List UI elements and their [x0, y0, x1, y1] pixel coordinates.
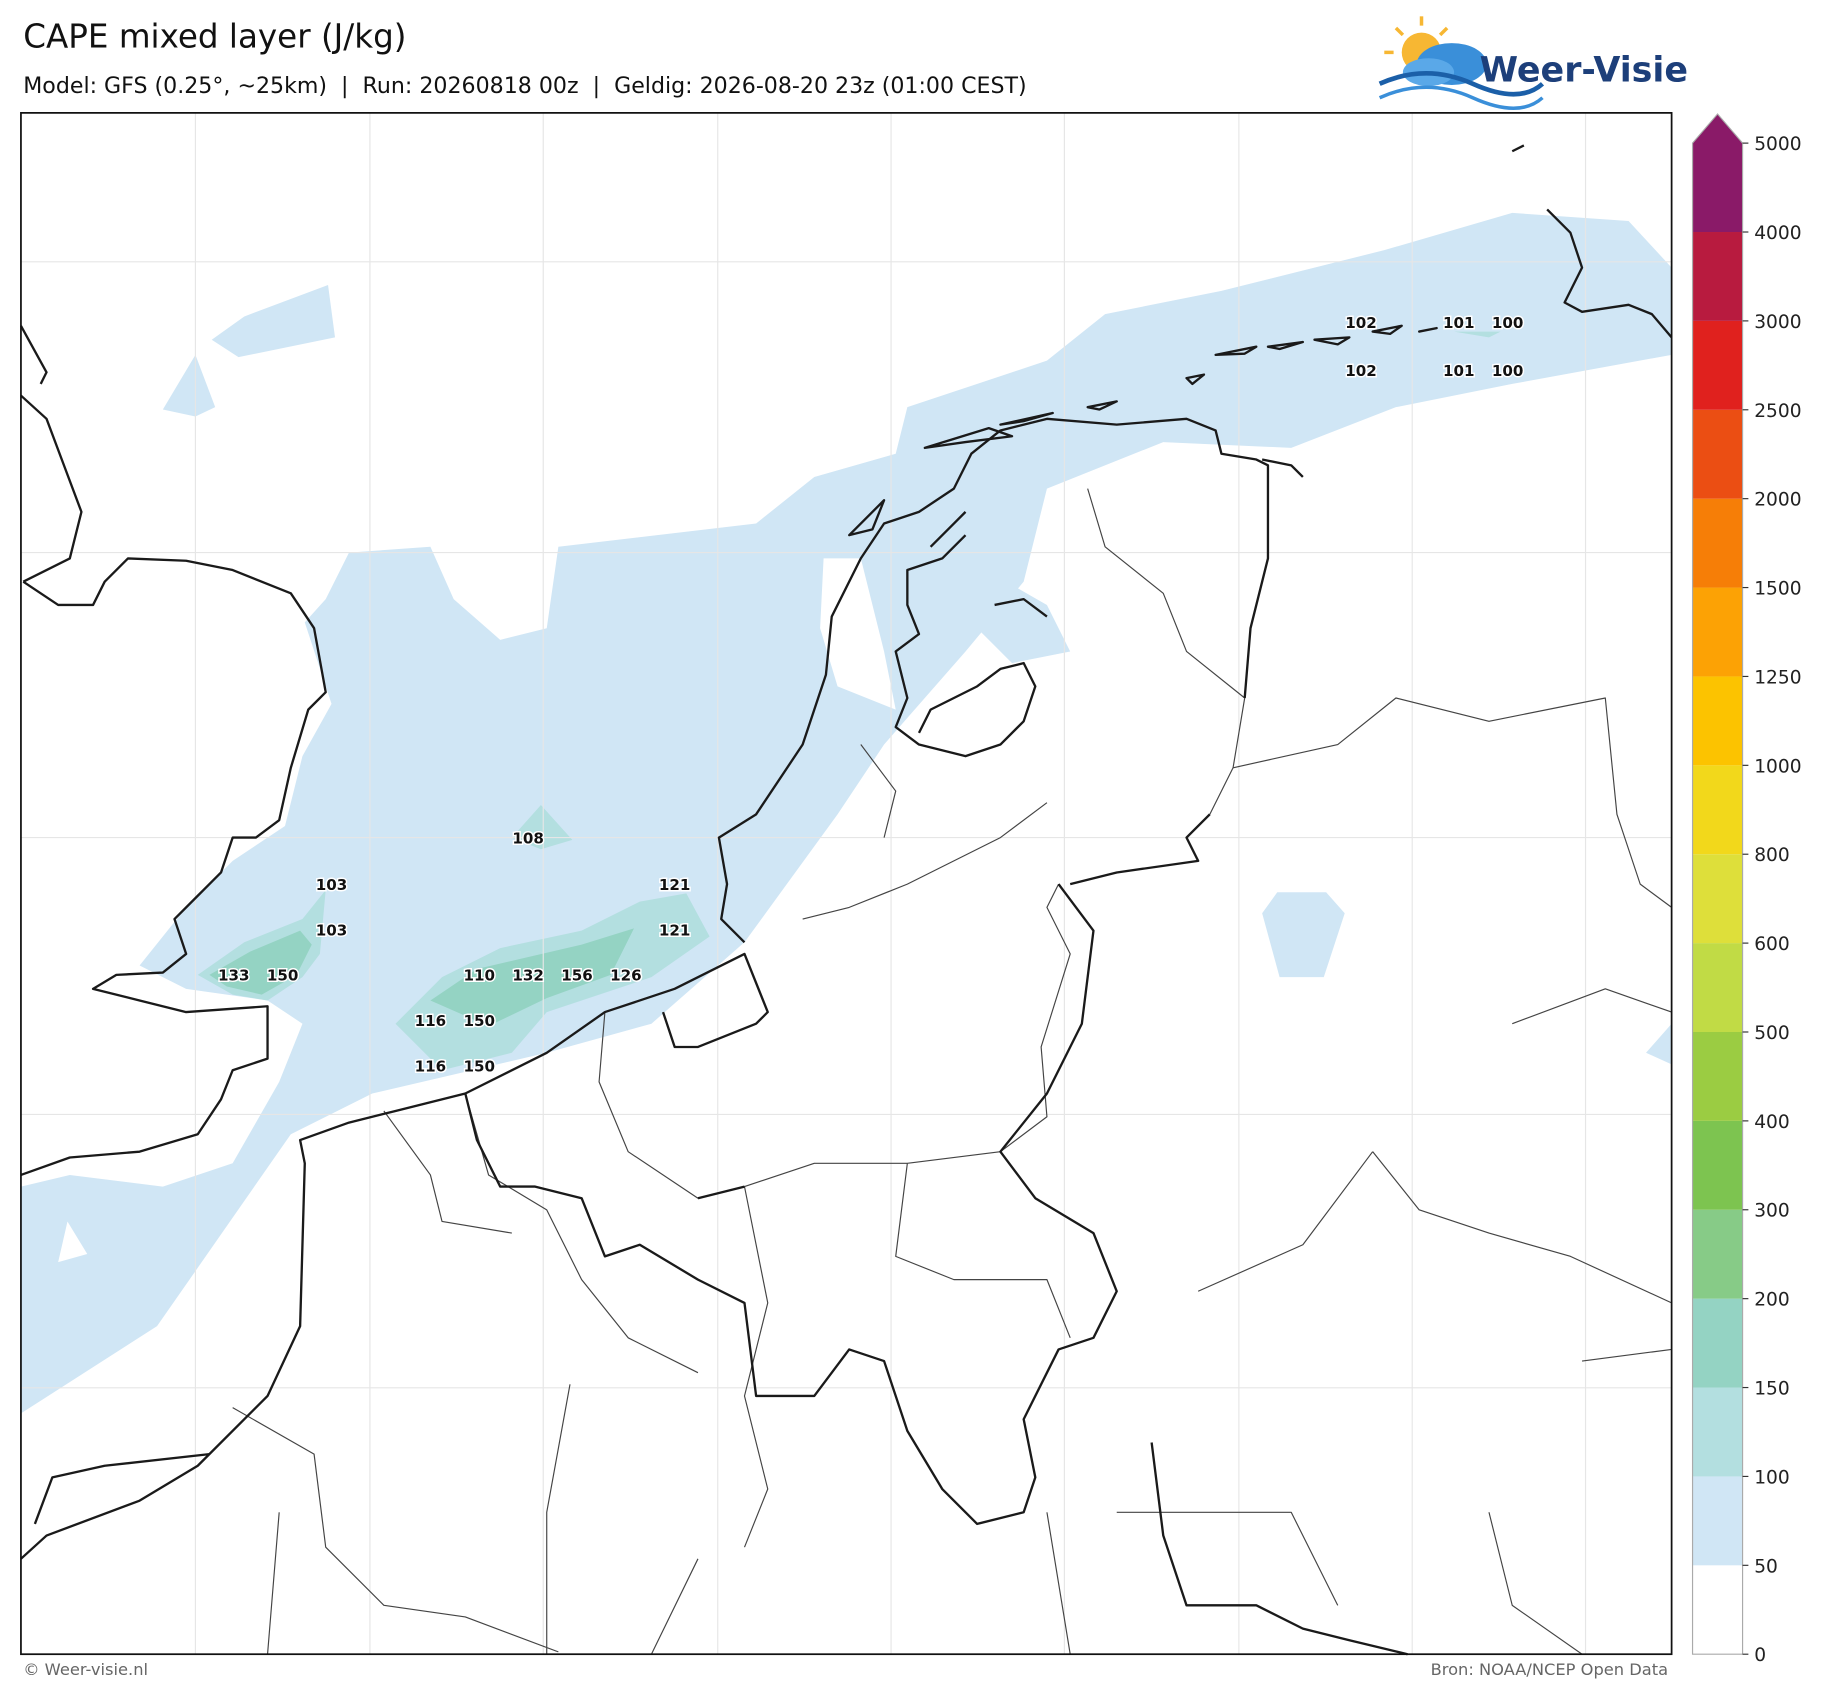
colorbar-segment: [1692, 1209, 1743, 1299]
colorbar-label: 0: [1754, 1645, 1766, 1666]
cape-value-label: 101: [1443, 314, 1475, 332]
colorbar-segment: [1692, 1298, 1743, 1388]
colorbar-segment: [1692, 1120, 1743, 1210]
map: 102 101 100 102 101 100 108 103 103 121 121 133 150 1…: [19, 112, 1673, 1656]
footer-left: © Weer-visie.nl: [23, 1660, 148, 1679]
colorbar-label: 150: [1754, 1379, 1790, 1400]
colorbar-outline: [1691, 113, 1744, 1655]
cape-value-label: 103: [316, 876, 348, 894]
cape-value-label: 150: [463, 1012, 495, 1030]
logo: Weer-Visie: [1378, 16, 1688, 110]
colorbar-segment: [1692, 498, 1743, 588]
cape-value-label: 126: [610, 967, 642, 985]
colorbar-label: 800: [1754, 845, 1790, 866]
cape-value-label: 116: [415, 1057, 447, 1075]
colorbar-segment: [1692, 1387, 1743, 1477]
cape-value-label: 102: [1345, 362, 1377, 380]
colorbar-segment: [1692, 854, 1743, 944]
colorbar-segment: [1692, 765, 1743, 855]
colorbar-label: 1500: [1754, 579, 1801, 600]
title: CAPE mixed layer (J/kg): [23, 18, 406, 56]
colorbar-segment: [1692, 943, 1743, 1032]
colorbar-label: 2500: [1754, 401, 1801, 422]
cape-value-label: 156: [561, 967, 593, 985]
colorbar-label: 4000: [1754, 223, 1801, 244]
colorbar-segment: [1692, 114, 1743, 233]
colorbar-label: 200: [1754, 1290, 1790, 1311]
colorbar-label: 400: [1754, 1112, 1790, 1133]
subtitle: Model: GFS (0.25°, ~25km) | Run: 2026081…: [23, 73, 1026, 99]
colorbar-segment: [1692, 1031, 1743, 1121]
colorbar-label: 100: [1754, 1467, 1790, 1488]
logo-text: Weer-Visie: [1480, 50, 1688, 90]
cape-value-label: 116: [415, 1012, 447, 1030]
colorbar-label: 3000: [1754, 312, 1801, 333]
cape-value-label: 133: [218, 967, 250, 985]
cape-value-label: 100: [1492, 314, 1524, 332]
cape-value-label: 103: [316, 921, 348, 939]
colorbar-segment: [1692, 587, 1743, 677]
cape-value-label: 150: [267, 967, 299, 985]
colorbar: 0 50 100 150 200 300 400 500 600 800 1000 1250 1500 2…: [1691, 113, 1802, 1666]
cape-50-100: [20, 212, 1672, 1414]
colorbar-label: 300: [1754, 1201, 1790, 1222]
colorbar-label: 50: [1754, 1556, 1778, 1577]
cape-value-label: 121: [659, 921, 691, 939]
colorbar-label: 500: [1754, 1023, 1790, 1044]
cape-value-label: 108: [512, 829, 544, 847]
colorbar-segment: [1692, 232, 1743, 321]
cape-value-label: 102: [1345, 314, 1377, 332]
footer-right: Bron: NOAA/NCEP Open Data: [1431, 1660, 1669, 1679]
cape-value-label: 110: [463, 967, 495, 985]
borders: [232, 488, 1672, 1656]
colorbar-label: 600: [1754, 934, 1790, 955]
cape-value-label: 101: [1443, 362, 1475, 380]
cape-value-label: 100: [1492, 362, 1524, 380]
colorbar-segment: [1692, 320, 1743, 410]
cape-value-label: 132: [512, 967, 544, 985]
cape-150-200: [209, 928, 634, 1027]
colorbar-segment: [1692, 1476, 1743, 1566]
colorbar-segment: [1692, 409, 1743, 499]
colorbar-label: 1000: [1754, 756, 1801, 777]
colorbar-segment: [1692, 676, 1743, 766]
colorbar-segment: [1692, 1565, 1743, 1655]
coastlines: [19, 144, 1673, 1560]
colorbar-label: 5000: [1754, 134, 1801, 155]
colorbar-label: 2000: [1754, 490, 1801, 511]
cape-value-label: 121: [659, 876, 691, 894]
cape-value-label: 150: [463, 1057, 495, 1075]
colorbar-label: 1250: [1754, 667, 1801, 688]
